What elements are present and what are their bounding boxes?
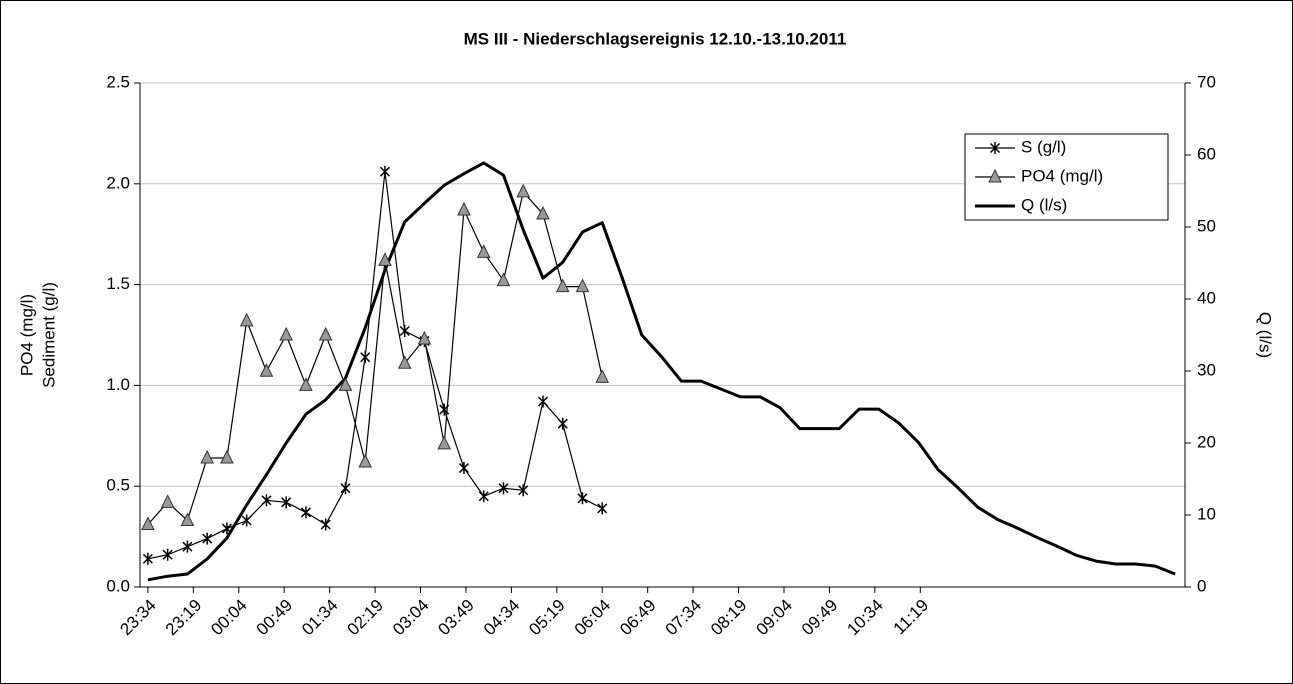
point	[557, 417, 568, 430]
point	[162, 548, 173, 561]
y-tick-label: 0.0	[106, 576, 130, 595]
point	[518, 484, 529, 497]
point	[182, 540, 193, 553]
y2-tick-label: 50	[1197, 216, 1216, 235]
point	[279, 326, 293, 341]
point	[340, 482, 351, 495]
point	[577, 492, 588, 505]
y-tick-label: 2.5	[106, 72, 130, 91]
y2-tick-label: 0	[1197, 576, 1206, 595]
point	[476, 244, 491, 258]
point	[142, 552, 153, 565]
point	[180, 512, 195, 526]
point	[261, 494, 272, 507]
point	[338, 377, 353, 391]
point	[202, 532, 213, 545]
point	[379, 165, 390, 178]
y2-tick-label: 10	[1197, 504, 1216, 523]
series-line	[147, 161, 1176, 582]
point	[478, 490, 489, 503]
y2-axis-label: Q (l/s)	[1256, 312, 1275, 358]
point	[200, 449, 214, 464]
point	[299, 377, 313, 391]
point	[241, 514, 252, 527]
y-tick-label: 2.0	[106, 173, 130, 192]
point	[378, 252, 392, 266]
point	[458, 462, 470, 475]
point	[496, 272, 511, 287]
chart-title: MS III - Niederschlagsereignis 12.10.-13…	[464, 29, 847, 48]
point	[360, 351, 371, 364]
point	[320, 518, 331, 531]
y-tick-label: 0.5	[106, 476, 130, 495]
point	[498, 482, 509, 495]
point	[160, 494, 175, 508]
point	[575, 278, 590, 293]
point	[141, 516, 155, 531]
point	[300, 506, 311, 519]
point	[597, 502, 608, 515]
y-tick-label: 1.5	[106, 274, 130, 293]
series-line	[147, 171, 603, 560]
point	[399, 324, 410, 337]
point	[397, 355, 412, 369]
legend-label: Q (l/s)	[1021, 195, 1067, 214]
point	[516, 183, 531, 198]
point	[358, 453, 373, 468]
y2-tick-label: 60	[1197, 144, 1216, 163]
point	[239, 312, 254, 327]
point	[439, 403, 450, 416]
legend-label: S (g/l)	[1021, 137, 1066, 156]
point	[281, 496, 292, 509]
point	[537, 395, 549, 408]
y-tick-label: 1.0	[106, 375, 130, 394]
point	[220, 449, 234, 464]
point	[457, 201, 471, 216]
point	[417, 330, 432, 345]
y2-tick-label: 20	[1197, 432, 1216, 451]
legend-label: PO4 (mg/l)	[1021, 166, 1103, 185]
y2-tick-label: 30	[1197, 360, 1216, 379]
y-axis-label: PO4 (mg/l)	[17, 294, 36, 376]
y2-tick-label: 70	[1197, 72, 1216, 91]
point	[595, 369, 610, 383]
point	[536, 205, 550, 220]
point	[259, 363, 274, 377]
y2-tick-label: 40	[1197, 288, 1216, 307]
point	[221, 522, 232, 535]
legend-marker	[989, 142, 1001, 154]
point	[437, 435, 452, 450]
y-axis-label: Sediment (g/l)	[39, 282, 58, 388]
legend-marker	[988, 168, 1002, 183]
point	[555, 278, 570, 293]
point	[318, 326, 333, 341]
